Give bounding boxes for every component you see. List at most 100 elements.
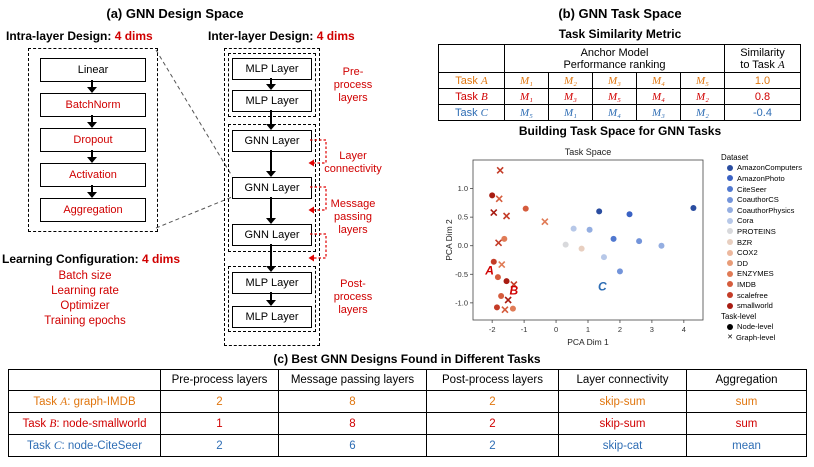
legend-item: PROTEINS: [721, 226, 807, 237]
best-table-header-row: Pre-process layers Message passing layer…: [8, 369, 807, 391]
task-label-prefix: Task: [22, 417, 50, 430]
ranking-cell: M₄: [592, 104, 637, 121]
legend-dot-icon: [727, 249, 733, 256]
sim-table-row-b: Task B M₁ M₃ M₅ M₄ M₂ 0.8: [438, 88, 801, 105]
legend-cross-icon: ✕: [727, 333, 733, 341]
plot-legend: Dataset AmazonComputers AmazonPhoto CiteSee…: [721, 152, 807, 343]
value-cell: sum: [686, 412, 807, 435]
value-cell: 1: [160, 412, 279, 435]
legend-item: ENZYMES: [721, 269, 807, 280]
flow-box-label: GNN Layer: [244, 182, 300, 194]
metric-title: Task Similarity Metric: [558, 27, 682, 41]
task-label: Task A: [438, 72, 505, 89]
svg-text:C: C: [598, 279, 607, 293]
svg-text:-2: -2: [489, 325, 496, 334]
learning-config-heading-text: Learning Configuration:: [2, 252, 142, 266]
legend-item: COX2: [721, 247, 807, 258]
svg-text:-0.5: -0.5: [455, 270, 468, 279]
task-label-letter: C: [53, 439, 62, 452]
inter-layer-heading-text: Inter-layer Design:: [208, 29, 317, 43]
task-label: Task A: graph-IMDB: [8, 390, 161, 413]
legend-label: Graph-level: [736, 332, 776, 342]
svg-text:0.5: 0.5: [458, 213, 468, 222]
legend-dot-icon: [727, 270, 733, 277]
ranking-cell: M₃: [592, 72, 637, 89]
legend-label: Dataset: [721, 152, 749, 162]
value-cell: 2: [160, 390, 279, 413]
best-designs-table: Pre-process layers Message passing layer…: [8, 369, 807, 457]
legend-dot-icon: [727, 260, 733, 267]
similarity-value: -0.4: [724, 104, 801, 121]
flow-box-gnn-2: GNN Layer: [232, 177, 312, 199]
legend-item: BZR: [721, 237, 807, 248]
flow-box-mlp-4: MLP Layer: [232, 306, 312, 328]
svg-text:B: B: [510, 283, 519, 297]
legend-dot-icon: [727, 292, 733, 299]
flow-box-label: Aggregation: [63, 204, 123, 216]
inter-layer-dims: 4 dims: [316, 29, 355, 43]
intra-layer-heading-text: Intra-layer Design:: [6, 29, 115, 43]
legend-dot-icon: [727, 207, 733, 214]
flow-box-label: MLP Layer: [245, 95, 299, 107]
expansion-dashed-lines: [155, 49, 233, 229]
similarity-header-text: Similarity to Task: [740, 46, 785, 71]
inter-layer-container: [224, 48, 320, 346]
ranking-cell: M₂: [680, 88, 725, 105]
value-cell: skip-cat: [558, 434, 687, 457]
arrow-down-icon: [87, 115, 97, 128]
legend-dot-icon: [727, 239, 733, 246]
legend-item: smallworld: [721, 300, 807, 311]
task-label-prefix: Task: [33, 395, 61, 408]
task-label-letter: B: [480, 90, 488, 103]
intra-layer-heading: Intra-layer Design: 4 dims: [6, 27, 153, 45]
arrow-down-icon: [87, 150, 97, 163]
header-cell: Post-process layers: [426, 369, 559, 391]
ranking-cell: M₄: [636, 88, 681, 105]
value-cell: 8: [278, 412, 427, 435]
task-label: Task C: node-CiteSeer: [8, 434, 161, 457]
task-label-prefix: Task: [26, 439, 54, 452]
legend-item: CoauthorCS: [721, 194, 807, 205]
flow-box-gnn-3: GNN Layer: [232, 224, 312, 246]
ranking-cell: M₂: [680, 104, 725, 121]
value-cell: 2: [426, 434, 559, 457]
svg-text:4: 4: [682, 325, 686, 334]
ranking-cell: M₁: [504, 88, 549, 105]
ranking-cell: M₅: [680, 72, 725, 89]
similarity-value: 0.8: [724, 88, 801, 105]
ranking-cell: M₁: [504, 72, 549, 89]
task-similarity-table: Anchor Model Performance ranking Similar…: [438, 44, 801, 121]
arrow-down-icon: [266, 150, 276, 177]
svg-text:A: A: [484, 263, 494, 277]
task-space-figure: Task Space -2 -1 0 1 2 3 4 1.0 0.5 0.0 -0.5 -1.0 PCA …: [443, 144, 808, 356]
anchor-model-header: Anchor Model Performance ranking: [504, 44, 725, 73]
svg-text:PCA Dim 2: PCA Dim 2: [444, 219, 454, 261]
legend-item: Task-level: [721, 311, 807, 322]
value-cell: mean: [686, 434, 807, 457]
legend-dot-icon: [727, 196, 733, 203]
learning-config-item: Optimizer: [60, 300, 110, 312]
legend-label: smallworld: [737, 301, 773, 311]
legend-label: scalefree: [737, 290, 768, 300]
arrow-down-icon: [266, 197, 276, 224]
ranking-cell: M₂: [548, 72, 593, 89]
legend-item: Node-level: [721, 322, 807, 333]
value-cell: 6: [278, 434, 427, 457]
sim-table-corner-cell: [438, 44, 505, 73]
pre-process-label: Pre- process layers: [333, 66, 373, 104]
flow-box-aggregation: Aggregation: [40, 198, 146, 222]
legend-dot-icon: [727, 228, 733, 235]
legend-dot-icon: [727, 217, 733, 224]
legend-label: PROTEINS: [737, 226, 776, 236]
task-label-letter: A: [480, 74, 488, 87]
svg-text:Task Space: Task Space: [565, 147, 612, 157]
arrow-down-icon: [87, 185, 97, 198]
panel-b-title: (b) GNN Task Space: [558, 6, 682, 21]
flow-box-label: Activation: [69, 169, 117, 181]
legend-label: AmazonComputers: [737, 163, 802, 173]
svg-text:-1.0: -1.0: [455, 298, 468, 307]
legend-item: IMDB: [721, 279, 807, 290]
svg-text:0: 0: [554, 325, 558, 334]
task-label-letter: C: [480, 106, 489, 119]
